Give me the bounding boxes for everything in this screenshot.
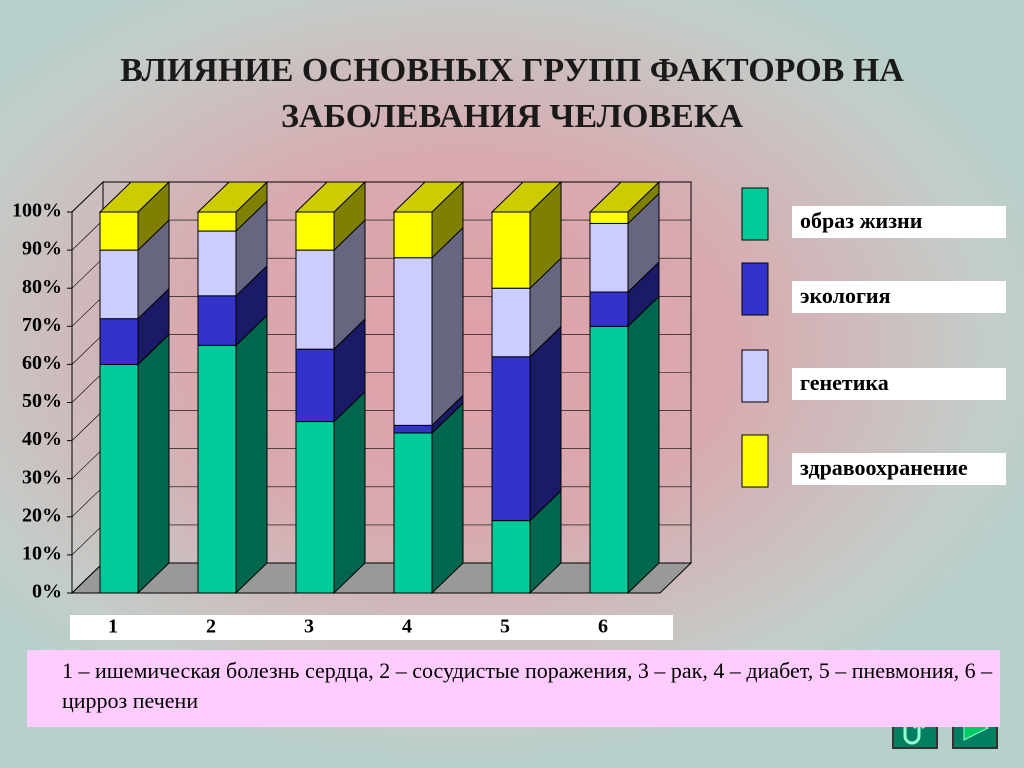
y-tick-label: 20% bbox=[22, 504, 62, 526]
legend-box bbox=[792, 453, 1006, 485]
bar-front bbox=[491, 356, 531, 522]
bar-side bbox=[137, 333, 170, 595]
legend-box bbox=[792, 368, 1006, 400]
x-tick-label: 2 bbox=[206, 616, 216, 638]
y-tick-label: 0% bbox=[32, 581, 62, 603]
bar-side bbox=[627, 295, 660, 595]
bar-top bbox=[392, 181, 465, 213]
y-tick-label: 80% bbox=[22, 276, 62, 298]
bar-side bbox=[431, 226, 464, 427]
legend-swatch bbox=[741, 187, 769, 241]
y-tick-label: 40% bbox=[22, 428, 62, 450]
legend-label: образ жизни bbox=[800, 208, 923, 233]
bar-front bbox=[589, 211, 629, 224]
bar-front bbox=[491, 287, 531, 358]
bar-front bbox=[491, 520, 531, 594]
y-tick-label: 90% bbox=[22, 238, 62, 260]
bar-front bbox=[393, 257, 433, 426]
bar-front bbox=[295, 421, 335, 594]
category-strip bbox=[70, 615, 673, 640]
legend-box bbox=[792, 206, 1006, 238]
bar-side bbox=[333, 390, 366, 595]
x-tick-label: 1 bbox=[108, 616, 118, 638]
bar-front bbox=[393, 424, 433, 434]
bar-front bbox=[491, 211, 531, 289]
grid-line bbox=[71, 181, 691, 213]
legend-swatch bbox=[741, 349, 769, 403]
bar-top bbox=[588, 181, 661, 213]
bar-front bbox=[589, 291, 629, 327]
legend-swatch bbox=[741, 262, 769, 316]
y-tick-label: 100% bbox=[12, 200, 62, 222]
bar-top bbox=[490, 181, 563, 213]
bar-front bbox=[393, 211, 433, 259]
bar-side bbox=[235, 314, 268, 595]
bar-top bbox=[196, 181, 269, 213]
bar-front bbox=[197, 344, 237, 594]
bar-front bbox=[295, 348, 335, 423]
bar-top bbox=[294, 181, 367, 213]
legend-swatch bbox=[741, 434, 769, 488]
bar-front bbox=[99, 318, 139, 365]
bar-front bbox=[99, 363, 139, 594]
slide-title: ВЛИЯНИЕ ОСНОВНЫХ ГРУПП ФАКТОРОВ НА ЗАБОЛ… bbox=[120, 52, 904, 135]
bar-front bbox=[197, 211, 237, 232]
y-tick-label: 70% bbox=[22, 314, 62, 336]
bar-front bbox=[295, 211, 335, 251]
y-tick-label: 10% bbox=[22, 542, 62, 564]
bar-front bbox=[393, 432, 433, 594]
bar-side bbox=[529, 325, 562, 522]
bar-front bbox=[197, 230, 237, 297]
legend-box bbox=[792, 281, 1006, 313]
bar-front bbox=[197, 295, 237, 346]
bar-front bbox=[589, 222, 629, 293]
legend-label: экология bbox=[800, 283, 891, 308]
x-tick-label: 3 bbox=[304, 616, 314, 638]
bar-front bbox=[99, 249, 139, 320]
y-tick-label: 60% bbox=[22, 352, 62, 374]
category-note: 1 – ишемическая болезнь сердца, 2 – сосу… bbox=[27, 650, 1000, 727]
bar-front bbox=[295, 249, 335, 350]
bar-top bbox=[98, 181, 171, 213]
legend-label: здравоохранение bbox=[800, 455, 968, 480]
x-tick-label: 6 bbox=[598, 616, 608, 638]
y-tick-label: 50% bbox=[22, 390, 62, 412]
bar-front bbox=[99, 211, 139, 251]
bar-side bbox=[431, 401, 464, 595]
y-tick-label: 30% bbox=[22, 466, 62, 488]
bar-front bbox=[589, 325, 629, 594]
legend-label: генетика bbox=[800, 370, 889, 395]
x-tick-label: 4 bbox=[402, 616, 412, 638]
x-tick-label: 5 bbox=[500, 616, 510, 638]
